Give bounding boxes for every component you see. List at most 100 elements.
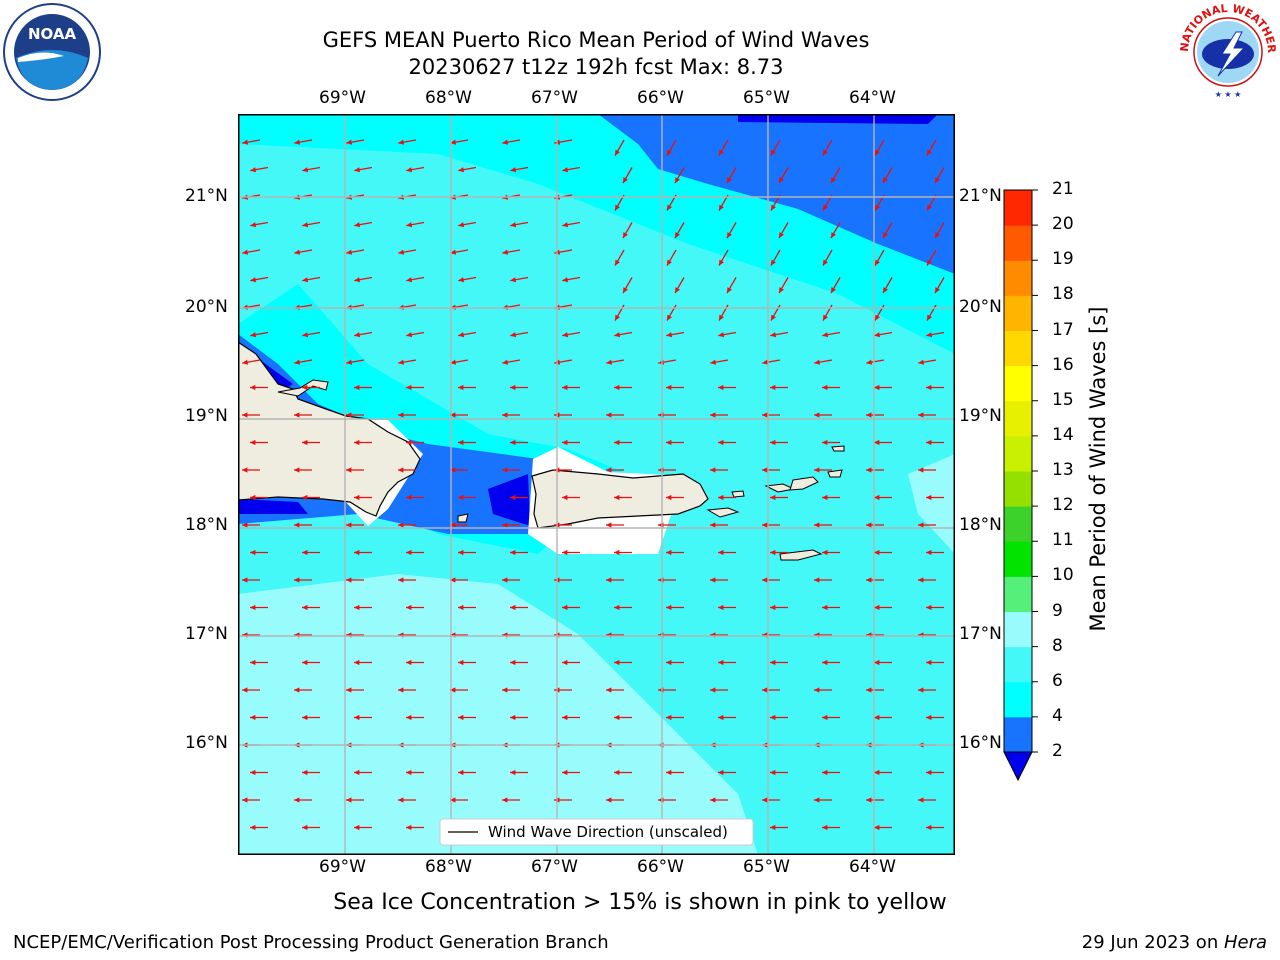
wave-arrow-head: [823, 204, 828, 211]
colorbar-under-triangle: [1003, 751, 1033, 782]
wave-arrow-head: [770, 714, 776, 721]
colorbar-segment: [1004, 190, 1032, 226]
wave-arrow-head: [727, 287, 732, 294]
wave-arrow-head: [502, 797, 508, 803]
sea-ice-footnote: Sea Ice Concentration > 15% is shown in …: [333, 890, 947, 915]
wave-arrow-head: [302, 769, 308, 776]
wave-arrow-head: [926, 714, 932, 721]
wave-arrow-head: [614, 769, 620, 776]
wave-arrow-head: [294, 687, 300, 693]
wave-arrow-head: [666, 714, 672, 721]
wave-arrow-head: [250, 549, 256, 556]
wave-arrow-head: [710, 412, 716, 418]
wave-arrow-head: [719, 259, 724, 266]
wave-arrow-head: [926, 659, 932, 666]
wave-arrow-head: [770, 332, 777, 338]
wave-arrow-head: [614, 494, 620, 501]
wave-arrow-head: [614, 332, 621, 338]
lat-label-right: 18°N: [959, 515, 1002, 535]
wave-arrow-head: [918, 359, 925, 365]
colorbar-segment: [1004, 330, 1032, 367]
colorbar-segment: [1004, 365, 1032, 402]
wave-arrow-head: [926, 439, 932, 446]
wave-arrow-head: [918, 412, 924, 418]
wave-arrow-head: [398, 359, 405, 365]
wave-arrow-head: [450, 577, 456, 583]
lon-label-top: 66°W: [637, 88, 684, 108]
wave-arrow-head: [450, 249, 457, 255]
wave-arrow-head: [614, 659, 620, 666]
wave-arrow-head: [294, 139, 301, 145]
wave-arrow-head: [510, 384, 516, 391]
lon-label-bottom: 64°W: [849, 857, 896, 877]
wave-arrow-head: [814, 467, 820, 473]
wave-arrow-head: [866, 687, 872, 693]
colorbar-tick-label: 19: [1052, 249, 1074, 270]
wave-arrow-head: [406, 332, 413, 338]
colorbar-tick-label: 4: [1052, 705, 1063, 726]
wave-arrow-head: [346, 467, 352, 473]
wave-arrow-head: [710, 797, 716, 803]
wave-arrow-head: [883, 232, 888, 239]
period-8-9-band-south: [238, 574, 758, 855]
wave-arrow-head: [562, 714, 568, 721]
wave-arrow-head: [294, 412, 300, 418]
wave-arrow-head: [502, 359, 509, 365]
wave-arrow-head: [354, 332, 361, 338]
wave-arrow-head: [822, 769, 828, 776]
wave-arrow-head: [250, 659, 256, 666]
wave-arrow-head: [458, 384, 464, 391]
wave-arrow-head: [242, 139, 249, 145]
wave-arrow-head: [762, 522, 768, 528]
wave-arrow-head: [354, 714, 360, 721]
wave-arrow-head: [510, 549, 516, 556]
wave-arrow-head: [718, 549, 724, 556]
wave-arrow-head: [510, 439, 516, 446]
wave-arrow-head: [354, 549, 360, 556]
colorbar-tick-label: 10: [1052, 565, 1074, 586]
wave-arrow-head: [666, 384, 672, 391]
wave-arrow-head: [874, 439, 880, 446]
wave-arrow-head: [450, 687, 456, 693]
wave-arrow-head: [727, 232, 732, 239]
wave-arrow-head: [822, 604, 828, 611]
wave-arrow-head: [242, 359, 249, 365]
wave-arrow-head: [510, 222, 517, 228]
wave-arrow-head: [502, 467, 508, 473]
wave-arrow-head: [718, 769, 724, 776]
colorbar-segment: [1004, 435, 1032, 472]
wave-arrow-head: [562, 277, 569, 283]
wave-arrow-head: [458, 714, 464, 721]
colorbar-tick-label: 12: [1052, 495, 1074, 516]
wave-arrow-head: [302, 604, 308, 611]
wave-arrow-head: [719, 204, 724, 211]
lon-label-top: 65°W: [743, 88, 790, 108]
wave-arrow-head: [667, 204, 672, 211]
period-2-4-band-northeast: [598, 114, 955, 274]
colorbar: [1003, 189, 1038, 782]
wave-arrow-head: [502, 139, 509, 145]
wave-arrow-head: [615, 204, 620, 211]
colorbar-tick-label: 2: [1052, 741, 1063, 761]
nws-logo: NATIONAL WEATHER SERVICE ★ ★ ★: [1178, 2, 1278, 100]
colorbar-segment: [1004, 225, 1032, 261]
footer-right: 29 Jun 2023 on Hera: [1082, 932, 1267, 953]
colorbar-segment: [1004, 471, 1032, 507]
wave-arrow-head: [770, 549, 776, 556]
wave-arrow-head: [242, 249, 249, 255]
colorbar-tick-label: 11: [1052, 530, 1074, 551]
wave-arrow-head: [874, 384, 880, 391]
wave-arrow-head: [614, 439, 620, 446]
wave-arrow-head: [398, 412, 404, 418]
wave-arrow-head: [822, 549, 828, 556]
wave-arrow-head: [510, 277, 517, 283]
noaa-logo: NOAA: [3, 3, 101, 101]
wave-arrow-head: [302, 277, 309, 283]
wave-arrow-head: [250, 222, 257, 228]
colorbar-tick-label: 9: [1052, 600, 1063, 621]
wave-arrow-head: [666, 332, 673, 338]
wave-arrow-head: [458, 167, 465, 173]
wave-arrow-head: [458, 769, 464, 776]
wave-arrow-head: [510, 769, 516, 776]
wave-arrow-head: [250, 769, 256, 776]
